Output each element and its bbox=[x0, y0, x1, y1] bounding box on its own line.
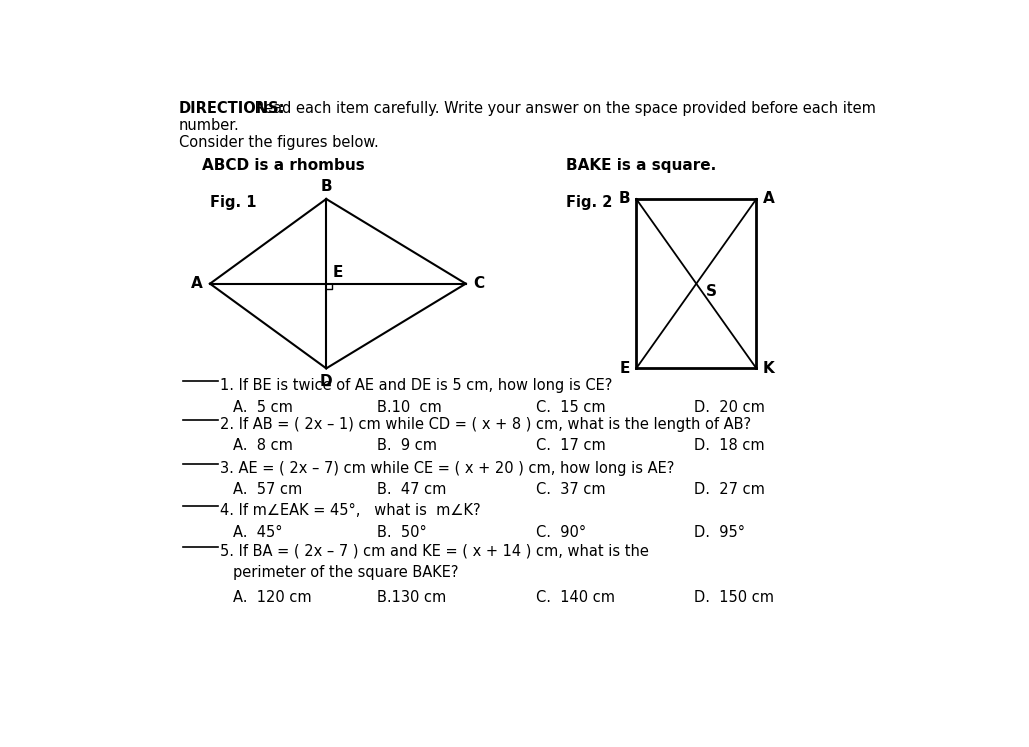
Text: DIRECTIONS:: DIRECTIONS: bbox=[179, 101, 285, 117]
Text: 4. If m∠EAK = 45°,   what is  m∠K?: 4. If m∠EAK = 45°, what is m∠K? bbox=[220, 503, 481, 518]
Text: C.  15 cm: C. 15 cm bbox=[535, 400, 605, 415]
Text: S: S bbox=[706, 284, 716, 299]
Text: E: E bbox=[619, 361, 630, 376]
Text: A.  57 cm: A. 57 cm bbox=[234, 483, 303, 498]
Text: E: E bbox=[332, 265, 343, 280]
Text: A: A bbox=[762, 191, 775, 206]
Text: B.  9 cm: B. 9 cm bbox=[377, 438, 436, 453]
Text: D.  27 cm: D. 27 cm bbox=[695, 483, 766, 498]
Text: BAKE is a square.: BAKE is a square. bbox=[567, 158, 717, 173]
Text: 2. If AB = ( 2x – 1) cm while CD = ( x + 8 ) cm, what is the length of AB?: 2. If AB = ( 2x – 1) cm while CD = ( x +… bbox=[220, 417, 751, 432]
Text: D.  20 cm: D. 20 cm bbox=[695, 400, 766, 415]
Text: C.  37 cm: C. 37 cm bbox=[535, 483, 605, 498]
Text: B.  50°: B. 50° bbox=[377, 524, 426, 539]
Text: Fig. 1: Fig. 1 bbox=[210, 195, 256, 210]
Text: C.  90°: C. 90° bbox=[535, 524, 586, 539]
Text: K: K bbox=[762, 361, 775, 376]
Text: A.  120 cm: A. 120 cm bbox=[234, 590, 312, 605]
Text: Consider the figures below.: Consider the figures below. bbox=[179, 135, 379, 150]
Text: D.  18 cm: D. 18 cm bbox=[695, 438, 765, 453]
Text: D.  95°: D. 95° bbox=[695, 524, 745, 539]
Text: Read each item carefully. Write your answer on the space provided before each it: Read each item carefully. Write your ans… bbox=[250, 101, 876, 117]
Text: 3. AE = ( 2x – 7) cm while CE = ( x + 20 ) cm, how long is AE?: 3. AE = ( 2x – 7) cm while CE = ( x + 20… bbox=[220, 461, 674, 476]
Text: B.  47 cm: B. 47 cm bbox=[377, 483, 446, 498]
Text: B.130 cm: B.130 cm bbox=[377, 590, 446, 605]
Text: B: B bbox=[320, 179, 332, 193]
Text: A: A bbox=[190, 276, 203, 291]
Text: ABCD is a rhombus: ABCD is a rhombus bbox=[203, 158, 365, 173]
Text: D: D bbox=[320, 374, 332, 388]
Text: D.  150 cm: D. 150 cm bbox=[695, 590, 775, 605]
Text: 5. If BA = ( 2x – 7 ) cm and KE = ( x + 14 ) cm, what is the: 5. If BA = ( 2x – 7 ) cm and KE = ( x + … bbox=[220, 544, 649, 559]
Text: Fig. 2: Fig. 2 bbox=[567, 195, 613, 210]
Text: number.: number. bbox=[179, 118, 240, 133]
Text: 1. If BE is twice of AE and DE is 5 cm, how long is CE?: 1. If BE is twice of AE and DE is 5 cm, … bbox=[220, 379, 612, 394]
Text: C: C bbox=[473, 276, 485, 291]
Text: A.  5 cm: A. 5 cm bbox=[234, 400, 293, 415]
Text: B.10  cm: B.10 cm bbox=[377, 400, 441, 415]
Text: perimeter of the square BAKE?: perimeter of the square BAKE? bbox=[234, 565, 459, 580]
Text: C.  17 cm: C. 17 cm bbox=[535, 438, 605, 453]
Text: C.  140 cm: C. 140 cm bbox=[535, 590, 614, 605]
Text: A.  8 cm: A. 8 cm bbox=[234, 438, 293, 453]
Text: B: B bbox=[618, 191, 630, 206]
Text: A.  45°: A. 45° bbox=[234, 524, 283, 539]
